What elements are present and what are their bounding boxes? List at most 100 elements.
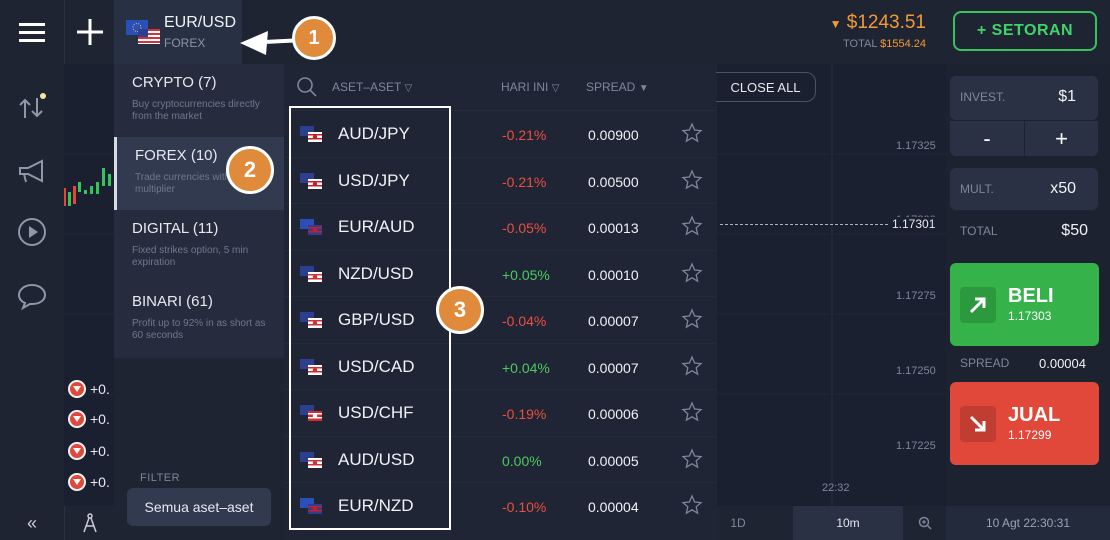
price-tick: 1.17250	[896, 365, 936, 377]
category-description: Trade currencies with x500 multiplier	[135, 172, 255, 195]
asset-symbol: AUD/JPY	[338, 124, 410, 143]
favorite-star-icon[interactable]	[681, 168, 703, 191]
asset-categories: CRYPTO (7) Buy cryptocurrencies directly…	[114, 64, 284, 358]
active-asset-tab[interactable]: EUR/USD FOREX	[114, 0, 242, 64]
favorite-star-icon[interactable]	[681, 354, 703, 377]
plus-icon	[76, 19, 103, 45]
currency-pair-flag-icon	[300, 358, 322, 375]
asset-row[interactable]: AUD/USD 0.00% 0.00005	[284, 435, 717, 483]
category-digital[interactable]: DIGITAL (11) Fixed strikes option, 5 min…	[114, 210, 284, 283]
collapse-button[interactable]: «	[0, 506, 64, 540]
sort-outline-icon: ▽	[404, 83, 413, 94]
favorite-star-icon[interactable]	[681, 308, 703, 330]
decrease-invest-button[interactable]: -	[950, 120, 1024, 156]
trade-value: +0.	[90, 474, 110, 490]
asset-spread: 0.00900	[588, 127, 639, 143]
add-asset-button[interactable]	[64, 0, 114, 64]
asset-row[interactable]: GBP/USD -0.04% 0.00007	[284, 296, 717, 343]
multiplier-value: x50	[1050, 180, 1076, 197]
asset-spread: 0.00500	[588, 173, 639, 190]
category-crypto[interactable]: CRYPTO (7) Buy cryptocurrencies directly…	[114, 64, 284, 137]
favorite-star-icon[interactable]	[681, 261, 703, 284]
currency-pair-flag-icon	[300, 265, 322, 282]
current-price-label: 1.17301	[890, 217, 938, 231]
trade-value: +0.	[90, 443, 110, 459]
asset-row[interactable]: NZD/USD +0.05% 0.00010	[284, 249, 717, 297]
column-spread-header[interactable]: SPREAD ▼	[586, 80, 649, 94]
open-trade[interactable]: +0.	[68, 378, 110, 400]
arrow-up-right-icon	[960, 287, 996, 323]
open-trade[interactable]: +0.	[68, 440, 110, 462]
column-assets-header[interactable]: ASET–ASET ▽	[332, 80, 413, 94]
asset-symbol: USD/JPY	[338, 170, 410, 190]
filter-select[interactable]: Semua aset–aset	[127, 488, 271, 526]
favorite-star-icon[interactable]	[681, 447, 703, 470]
asset-row[interactable]: USD/CHF -0.19% 0.00006	[284, 389, 717, 436]
increase-invest-button[interactable]: +	[1025, 120, 1098, 156]
zoom-icon	[918, 516, 932, 530]
asset-spread: 0.00013	[588, 220, 639, 236]
asset-row[interactable]: EUR/AUD -0.05% 0.00013	[284, 203, 717, 250]
asset-spread: 0.00010	[588, 266, 639, 283]
server-datetime: 10 Agt 22:30:31	[946, 506, 1110, 540]
timeframe-10m[interactable]: 10m	[793, 506, 903, 540]
asset-row[interactable]: AUD/JPY -0.21% 0.00900	[284, 110, 717, 157]
asset-daily-change: -0.10%	[502, 499, 547, 515]
megaphone-icon[interactable]	[16, 156, 48, 188]
chat-icon[interactable]	[16, 280, 48, 312]
invest-field[interactable]: INVEST. $1	[950, 76, 1098, 120]
menu-button[interactable]	[0, 0, 64, 64]
column-today-header[interactable]: HARI INI ▽	[501, 80, 560, 94]
down-arrow-icon	[68, 410, 86, 428]
open-trade[interactable]: +0.	[68, 408, 110, 430]
current-price-line	[720, 224, 888, 225]
buy-price: 1.17303	[1008, 309, 1052, 323]
open-trade[interactable]: +0.	[68, 471, 110, 493]
category-description: Buy cryptocurrencies directly from the m…	[132, 99, 260, 122]
search-icon[interactable]	[296, 76, 318, 98]
down-arrow-icon	[68, 442, 86, 460]
favorite-star-icon[interactable]	[681, 401, 703, 423]
annotation-badge: 3	[436, 286, 484, 334]
down-arrow-icon	[68, 380, 86, 398]
sell-button[interactable]: JUAL 1.17299	[950, 382, 1099, 465]
asset-daily-change: -0.19%	[502, 406, 547, 422]
asset-row[interactable]: USD/JPY -0.21% 0.00500	[284, 156, 717, 204]
category-binary[interactable]: BINARI (61) Profit up to 92% in as short…	[114, 283, 284, 356]
category-description: Fixed strikes option, 5 min expiration	[132, 245, 249, 268]
trade-value: +0.	[90, 381, 110, 397]
currency-pair-flag-icon	[300, 172, 322, 189]
invest-value: $1	[1058, 88, 1076, 105]
category-title: CRYPTO (7)	[132, 74, 217, 91]
asset-row[interactable]: EUR/NZD -0.10% 0.00004	[284, 482, 717, 529]
play-icon[interactable]	[16, 216, 48, 248]
buy-button[interactable]: BELI 1.17303	[950, 263, 1099, 346]
timeframe-spacer	[758, 506, 793, 540]
asset-daily-change: -0.21%	[502, 173, 547, 190]
filter-label: FILTER	[140, 472, 181, 484]
favorite-star-icon[interactable]	[681, 215, 703, 237]
asset-daily-change: +0.04%	[502, 359, 550, 376]
favorite-star-icon[interactable]	[681, 122, 703, 144]
deposit-button[interactable]: + SETORAN	[953, 11, 1097, 51]
active-asset-name: EUR/USD	[164, 14, 237, 31]
asset-daily-change: +0.05%	[502, 266, 550, 283]
hamburger-icon	[19, 23, 45, 42]
active-asset-category: FOREX	[164, 36, 206, 50]
multiplier-field[interactable]: MULT. x50	[950, 168, 1098, 210]
trades-arrows-icon[interactable]	[16, 92, 48, 124]
balance-block[interactable]: ▼ $1243.51 TOTAL $1554.24	[830, 12, 926, 50]
asset-row[interactable]: USD/CAD +0.04% 0.00007	[284, 342, 717, 390]
total-investment-label: TOTAL	[960, 224, 998, 238]
asset-spread: 0.00006	[588, 406, 639, 422]
zoom-button[interactable]	[903, 506, 946, 540]
asset-daily-change: -0.21%	[502, 127, 547, 143]
close-all-button[interactable]: CLOSE ALL	[716, 72, 816, 102]
favorite-star-icon[interactable]	[681, 494, 703, 516]
currency-pair-flag-icon	[300, 312, 322, 328]
chart-time-label: 22:32	[822, 482, 850, 494]
annotation-badge: 2	[226, 146, 274, 194]
drawing-tools-button[interactable]	[64, 506, 114, 540]
timeframe-1d[interactable]: 1D	[730, 516, 746, 530]
asset-list: ASET–ASET ▽ HARI INI ▽ SPREAD ▼ AUD/JPY -…	[284, 64, 717, 540]
